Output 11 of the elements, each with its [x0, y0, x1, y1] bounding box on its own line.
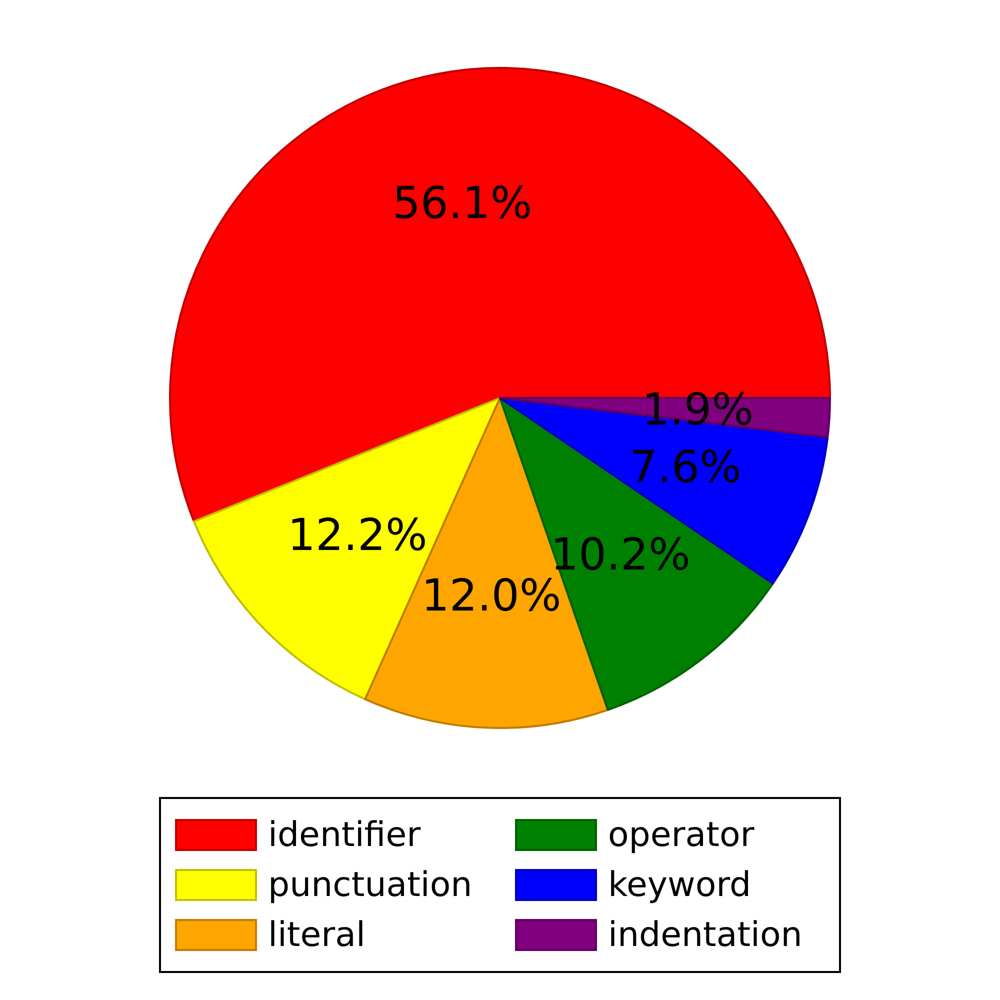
legend-label: identifier — [268, 815, 421, 855]
data-label: 12.0% — [421, 570, 562, 622]
data-label: 12.2% — [287, 510, 428, 561]
legend-label: punctuation — [268, 865, 472, 905]
legend-label: indentation — [608, 915, 802, 955]
legend-label: keyword — [608, 865, 752, 905]
data-label: 1.9% — [642, 384, 754, 436]
data-label: 7.6% — [630, 442, 742, 493]
data-label: 56.1% — [392, 178, 532, 230]
legend-label: operator — [608, 815, 754, 855]
legend-label: literal — [268, 915, 366, 955]
